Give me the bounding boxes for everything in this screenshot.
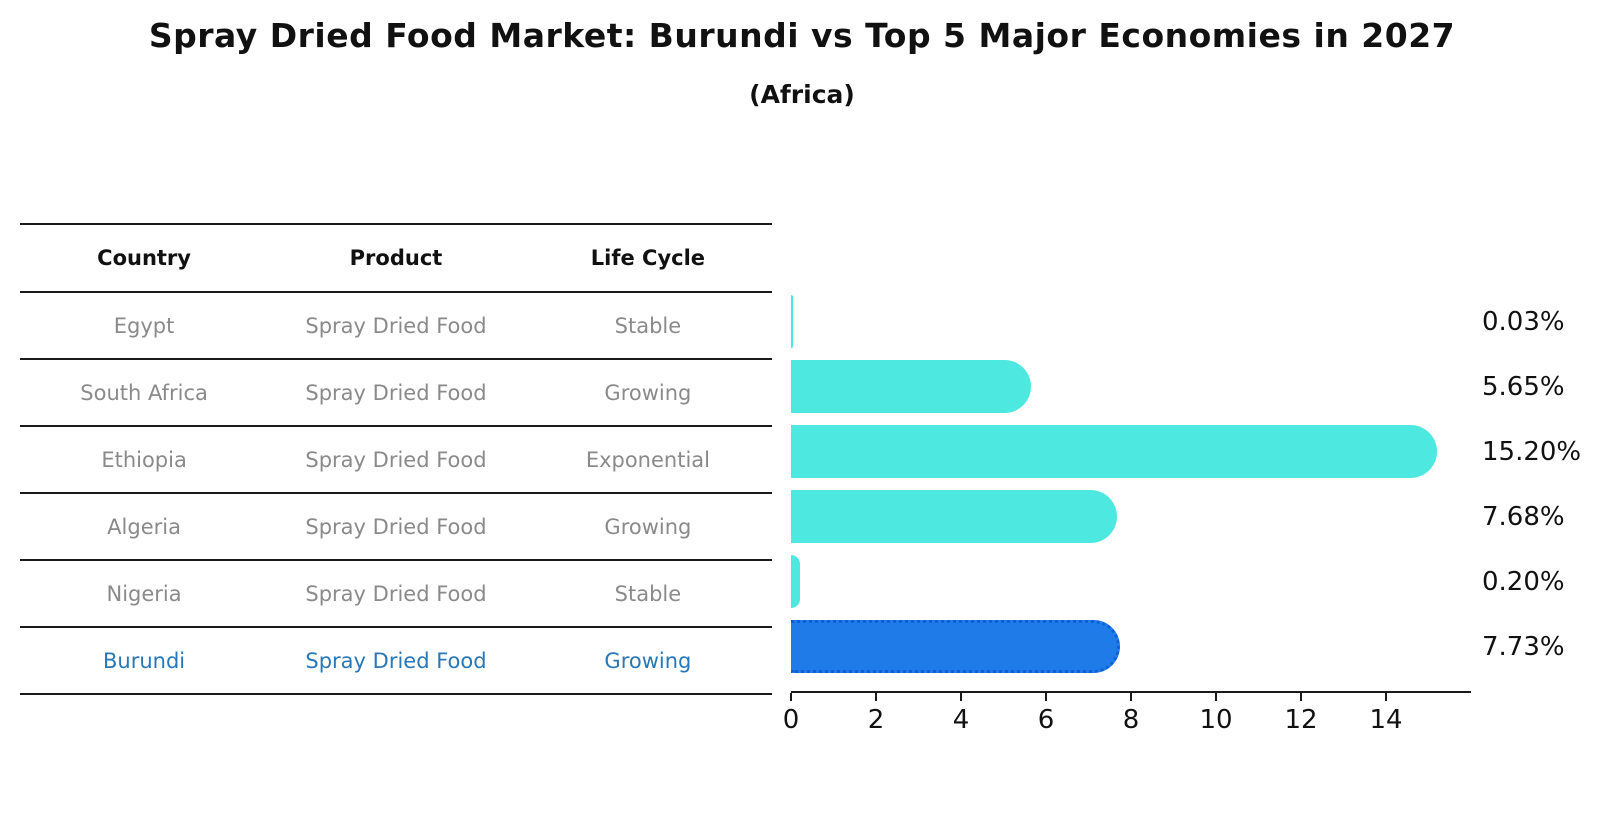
tick-label: 14 bbox=[1369, 705, 1403, 735]
bar-row bbox=[791, 614, 1471, 679]
table-row: Ethiopia Spray Dried Food Exponential bbox=[20, 425, 772, 492]
table-row: Egypt Spray Dried Food Stable bbox=[20, 291, 772, 358]
value-label: 0.03% bbox=[1482, 306, 1565, 337]
tick-label: 2 bbox=[867, 705, 885, 735]
bar-row bbox=[791, 289, 1471, 354]
cell-life-cycle: Stable bbox=[614, 313, 682, 338]
tick-label: 12 bbox=[1284, 705, 1318, 735]
bar-burundi-highlight bbox=[791, 620, 1120, 673]
value-label: 7.73% bbox=[1482, 631, 1565, 662]
cell-country: Nigeria bbox=[106, 581, 182, 606]
tick-mark bbox=[1215, 693, 1217, 701]
cell-country: Algeria bbox=[107, 514, 181, 539]
tick-label: 6 bbox=[1037, 705, 1055, 735]
cell-product: Spray Dried Food bbox=[305, 447, 487, 472]
cell-product: Spray Dried Food bbox=[305, 514, 487, 539]
country-table: Country Product Life Cycle Egypt Spray D… bbox=[20, 223, 772, 695]
cell-life-cycle: Growing bbox=[604, 514, 692, 539]
bar-south-africa bbox=[791, 360, 1032, 413]
tick-mark bbox=[875, 693, 877, 701]
value-label: 0.20% bbox=[1482, 566, 1565, 597]
tick-mark bbox=[1130, 693, 1132, 701]
cell-product: Spray Dried Food bbox=[305, 313, 487, 338]
column-header-country: Country bbox=[97, 246, 191, 270]
table-row: South Africa Spray Dried Food Growing bbox=[20, 358, 772, 425]
cell-life-cycle: Stable bbox=[614, 581, 682, 606]
cell-country: Egypt bbox=[113, 313, 175, 338]
cell-product: Spray Dried Food bbox=[305, 380, 487, 405]
bar-row bbox=[791, 484, 1471, 549]
bar-ethiopia bbox=[791, 425, 1437, 478]
column-header-life-cycle: Life Cycle bbox=[590, 246, 706, 270]
cell-life-cycle: Exponential bbox=[585, 447, 710, 472]
cell-product: Spray Dried Food bbox=[305, 581, 487, 606]
tick-label: 0 bbox=[782, 705, 800, 735]
x-axis-line bbox=[791, 691, 1471, 693]
value-label-column: 0.03% 5.65% 15.20% 7.68% 0.20% 7.73% bbox=[1482, 289, 1581, 679]
cell-product: Spray Dried Food bbox=[305, 648, 487, 673]
bar-algeria bbox=[791, 490, 1118, 543]
tick-mark bbox=[1045, 693, 1047, 701]
bar-egypt bbox=[791, 295, 793, 348]
cell-country: Burundi bbox=[103, 648, 186, 673]
bar-row bbox=[791, 549, 1471, 614]
table-header-row: Country Product Life Cycle bbox=[20, 223, 772, 291]
tick-label: 8 bbox=[1122, 705, 1140, 735]
tick-mark bbox=[960, 693, 962, 701]
value-label: 15.20% bbox=[1482, 436, 1582, 467]
bar-row bbox=[791, 419, 1471, 484]
tick-label: 4 bbox=[952, 705, 970, 735]
bar-plot-area bbox=[791, 289, 1471, 679]
table-row: Nigeria Spray Dried Food Stable bbox=[20, 559, 772, 626]
table-row-burundi-highlight: Burundi Spray Dried Food Growing bbox=[20, 626, 772, 695]
chart-title: Spray Dried Food Market: Burundi vs Top … bbox=[148, 16, 1456, 55]
value-label: 7.68% bbox=[1482, 501, 1565, 532]
cell-country: South Africa bbox=[80, 380, 208, 405]
bar-row bbox=[791, 354, 1471, 419]
chart-subtitle: (Africa) bbox=[749, 80, 855, 109]
cell-life-cycle: Growing bbox=[604, 380, 692, 405]
bar-nigeria bbox=[791, 555, 800, 608]
table-row: Algeria Spray Dried Food Growing bbox=[20, 492, 772, 559]
value-label: 5.65% bbox=[1482, 371, 1565, 402]
tick-mark bbox=[1300, 693, 1302, 701]
cell-country: Ethiopia bbox=[101, 447, 187, 472]
tick-mark bbox=[1385, 693, 1387, 701]
column-header-product: Product bbox=[349, 246, 443, 270]
tick-label: 10 bbox=[1199, 705, 1233, 735]
tick-mark bbox=[790, 693, 792, 701]
cell-life-cycle: Growing bbox=[604, 648, 692, 673]
